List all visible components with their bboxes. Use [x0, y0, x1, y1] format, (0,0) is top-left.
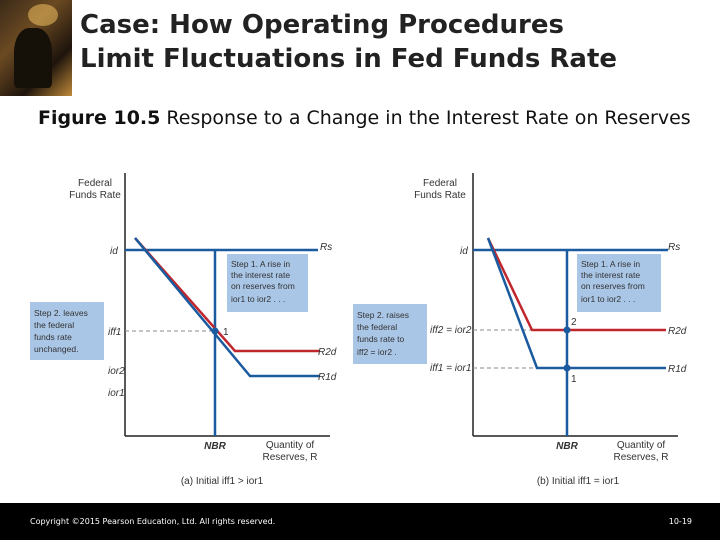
panel-a-y-label-2: Funds Rate [69, 190, 121, 201]
panel-a-id-label: id [110, 246, 118, 257]
figure-caption-text: Response to a Change in the Interest Rat… [160, 107, 691, 129]
panel-a-rd2-label: R2d [318, 347, 337, 358]
panel-a-equilibrium-point [211, 327, 219, 335]
figure-caption: Figure 10.5 Response to a Change in the … [38, 106, 698, 130]
panel-a-demand1 [134, 237, 320, 378]
panel-b-step2-box [353, 304, 427, 364]
panel-b-demand2 [486, 237, 666, 332]
panel-b-point-1 [563, 364, 571, 372]
panel-a-rd1-label: R1d [318, 372, 337, 383]
panel-a-y-label-1: Federal [78, 178, 112, 189]
footer-copyright: Copyright ©2015 Pearson Education, Ltd. … [30, 517, 276, 526]
panel-a-point-label: 1 [223, 327, 229, 338]
slide-title: Case: How Operating Procedures Limit Flu… [80, 8, 710, 76]
panel-a-ior1-label: ior1 [108, 388, 125, 399]
panel-b-point-2 [563, 326, 571, 334]
panel-b-y-label-1: Federal [423, 178, 457, 189]
footer-bar: Copyright ©2015 Pearson Education, Ltd. … [0, 503, 720, 540]
slide-title-line1: Case: How Operating Procedures [80, 10, 564, 40]
panel-b-iff1-label: iff1 = ior1 [430, 363, 471, 374]
panel-a-nbr-label: NBR [204, 441, 226, 452]
panel-a-step1-box [227, 254, 308, 312]
panel-a-step2-box [30, 302, 104, 360]
panel-b-demand1 [486, 237, 666, 370]
panel-a-ior2-label: ior2 [108, 366, 125, 377]
panel-b-step2-text: Step 2. raises the federal funds rate to… [357, 310, 411, 357]
panel-a-step2-text: Step 2. leaves the federal funds rate un… [34, 308, 90, 354]
panel-b-point1-label: 1 [571, 374, 577, 385]
figure-label: Figure 10.5 [38, 107, 161, 129]
panel-a-x-label-1: Quantity of [266, 440, 315, 451]
panel-b-x-label-1: Quantity of [617, 440, 666, 451]
header-photo [0, 0, 72, 96]
panel-a-caption: (a) Initial iff1 > ior1 [181, 476, 264, 487]
panel-b-y-label-2: Funds Rate [414, 190, 466, 201]
panel-a-step1-text: Step 1. A rise in the interest rate on r… [231, 259, 297, 304]
panel-a-rs-label: Rs [320, 242, 332, 253]
panel-b-x-label-2: Reserves, R [613, 452, 668, 463]
panel-a-iff1-label: iff1 [108, 327, 121, 338]
panel-b-point2-label: 2 [571, 317, 577, 328]
panel-a-demand2 [134, 237, 320, 353]
panel-a: Federal Funds Rate Step 1. A rise in the… [30, 173, 337, 487]
panel-b-rd2-label: R2d [668, 326, 687, 337]
panel-b-rs-label: Rs [668, 242, 680, 253]
panel-b-caption: (b) Initial iff1 = ior1 [537, 476, 620, 487]
panel-b-nbr-label: NBR [556, 441, 578, 452]
panel-a-x-label-2: Reserves, R [262, 452, 317, 463]
footer-page-number: 10-19 [668, 517, 692, 526]
slide-title-line2: Limit Fluctuations in Fed Funds Rate [80, 44, 618, 74]
panel-b-step1-box [577, 254, 661, 312]
panel-b: Federal Funds Rate Step 1. A rise in the… [353, 173, 687, 487]
panel-b-id-label: id [460, 246, 468, 257]
panel-b-iff2-label: iff2 = ior2 [430, 325, 472, 336]
panel-b-rd1-label: R1d [668, 364, 687, 375]
panel-b-step1-text: Step 1. A rise in the interest rate on r… [581, 259, 647, 304]
